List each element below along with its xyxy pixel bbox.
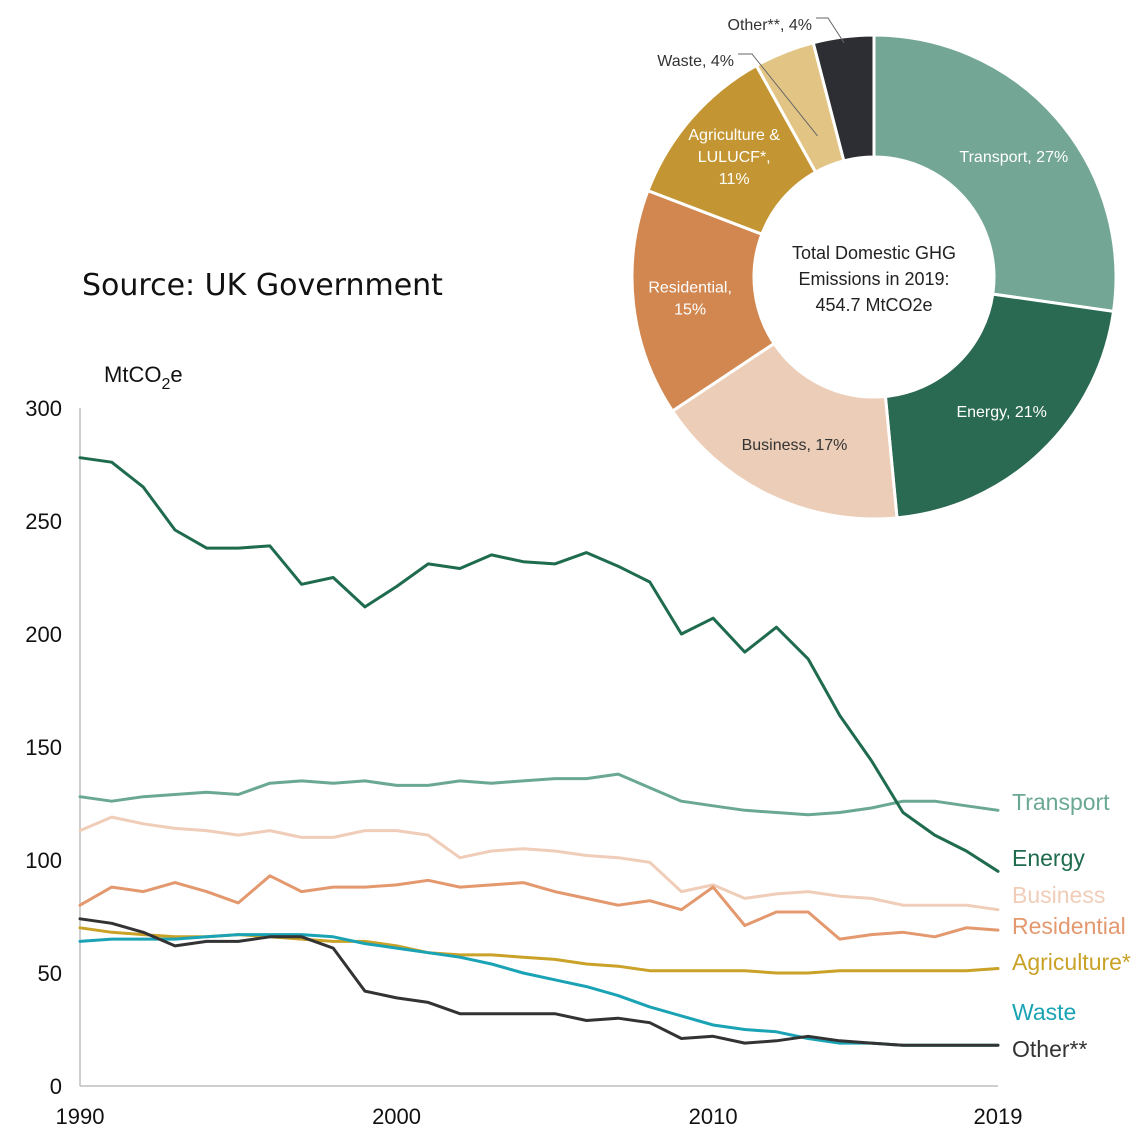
source-note: Source: UK Government <box>82 268 443 303</box>
donut-center-line: Emissions in 2019: <box>798 269 949 289</box>
y-axis-unit-main: MtCO <box>104 362 161 387</box>
donut-label-residential: Residential, 15% <box>648 280 732 319</box>
series-line-transport <box>78 772 1000 817</box>
line-series-group: Transport Energy Business Residential Agricu… <box>78 456 1131 1062</box>
series-line-energy <box>78 456 1000 873</box>
x-tick-label: 1990 <box>56 1104 105 1129</box>
x-tick-label: 2019 <box>974 1104 1023 1129</box>
donut-slice-business <box>670 341 899 521</box>
donut-leader-other <box>816 17 845 44</box>
donut-center-line: Total Domestic GHG <box>792 243 956 263</box>
y-axis-unit-label: MtCO2e <box>104 362 183 393</box>
donut-slice-transport <box>872 33 1118 314</box>
donut-label-line: Transport, 27% <box>959 149 1068 166</box>
y-tick-label: 250 <box>25 509 62 534</box>
series-label-transport: Transport <box>1012 789 1110 815</box>
y-tick-label: 50 <box>38 961 62 986</box>
donut-label-line: 11% <box>719 171 750 188</box>
line-chart-axes: 0 50 100 150 200 250 300 1990 2000 2010 2019 MtCO2e <box>25 362 1022 1129</box>
series-label-agriculture: Agriculture* <box>1012 949 1131 975</box>
donut-label-line: Business, 17% <box>742 437 848 454</box>
y-tick-label: 200 <box>25 622 62 647</box>
series-label-other: Other** <box>1012 1036 1087 1062</box>
series-label-energy: Energy <box>1012 845 1085 871</box>
y-tick-label: 100 <box>25 848 62 873</box>
y-tick-label: 0 <box>50 1074 62 1099</box>
donut-label-line: Agriculture & <box>688 127 780 144</box>
y-axis-unit-tail: e <box>170 362 182 387</box>
donut-label-line: LULUCF*, <box>698 149 771 166</box>
donut-label-waste: Waste, 4% <box>657 53 734 70</box>
donut-label-line: Waste, 4% <box>657 53 734 70</box>
donut-label-other: Other**, 4% <box>728 17 812 34</box>
series-label-business: Business <box>1012 882 1105 908</box>
donut-slice-residential <box>630 188 777 414</box>
donut-label-business: Business, 17% <box>742 437 848 454</box>
series-label-waste: Waste <box>1012 999 1076 1025</box>
donut-label-line: 15% <box>674 302 706 319</box>
series-line-waste <box>78 933 1000 1047</box>
donut-center-text: Total Domestic GHG Emissions in 2019: 454.… <box>792 243 956 315</box>
donut-leader-waste <box>738 53 818 137</box>
donut-label-line: Residential, <box>648 280 732 297</box>
y-tick-label: 150 <box>25 735 62 760</box>
x-tick-label: 2010 <box>689 1104 738 1129</box>
donut-center-line: 454.7 MtCO2e <box>815 295 932 315</box>
series-label-residential: Residential <box>1012 913 1126 939</box>
donut-slice-energy <box>883 292 1116 520</box>
series-line-residential <box>78 874 1000 941</box>
donut-label-energy: Energy, 21% <box>956 404 1046 421</box>
donut-label-agriculture: Agriculture & LULUCF*, 11% <box>688 127 780 188</box>
series-line-other <box>78 917 1000 1047</box>
donut-label-line: Energy, 21% <box>956 404 1046 421</box>
y-tick-label: 300 <box>25 396 62 421</box>
donut-label-line: Other**, 4% <box>728 17 812 34</box>
y-axis-unit-sub: 2 <box>161 376 170 393</box>
donut-chart: Transport, 27% Energy, 21% Business, 17% Re… <box>630 17 1118 521</box>
donut-label-transport: Transport, 27% <box>959 149 1068 166</box>
series-line-business <box>78 815 1000 912</box>
x-tick-label: 2000 <box>372 1104 421 1129</box>
donut-slice-other <box>811 33 876 163</box>
